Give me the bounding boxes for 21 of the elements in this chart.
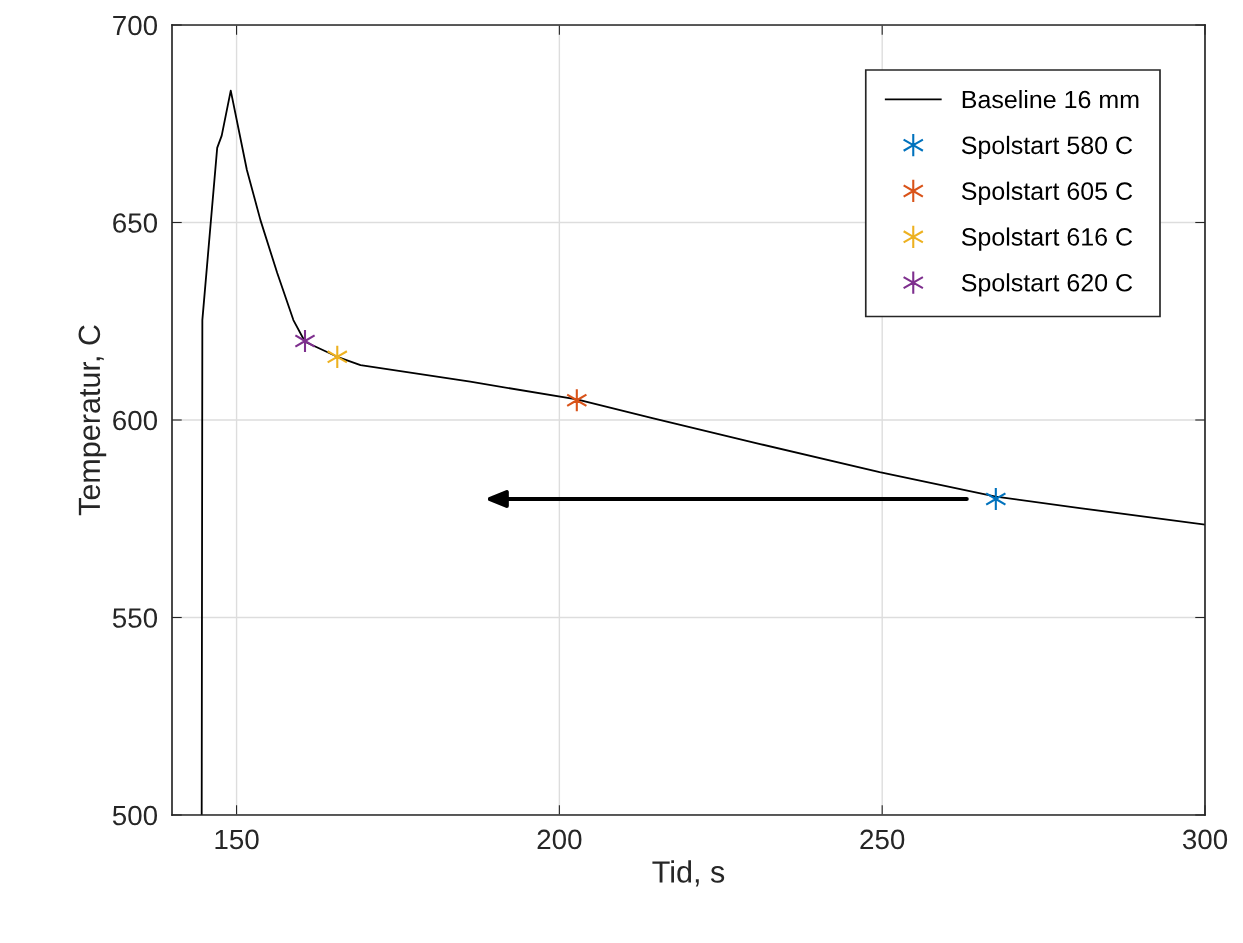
y-axis-title: Temperatur, C [78, 325, 107, 516]
legend-label: Baseline 16 mm [962, 90, 1139, 109]
legend-label: Spolstart 616 C [961, 227, 1133, 251]
y-tick-label: 650 [113, 213, 158, 233]
x-tick-label: 200 [537, 829, 582, 850]
point [566, 388, 588, 413]
legend-label: Spolstart 580 C [961, 135, 1133, 160]
y-tick-label: 500 [112, 805, 158, 826]
point [985, 486, 1007, 512]
y-tick-label: 700 [113, 15, 158, 36]
x-tick-label: 300 [1182, 829, 1228, 850]
point [326, 344, 348, 369]
y-tick-label: 550 [112, 608, 158, 628]
y-tick-label: 600 [113, 410, 158, 431]
line-series [200, 89, 1205, 815]
point [294, 328, 316, 354]
x-tick-label: 150 [215, 829, 259, 850]
x-tick-label: 250 [860, 829, 905, 850]
legend-label: Spolstart 605 C [961, 181, 1133, 205]
x-axis-title: Tid, s [652, 860, 725, 887]
legend-label: Spolstart 620 C [961, 273, 1133, 297]
